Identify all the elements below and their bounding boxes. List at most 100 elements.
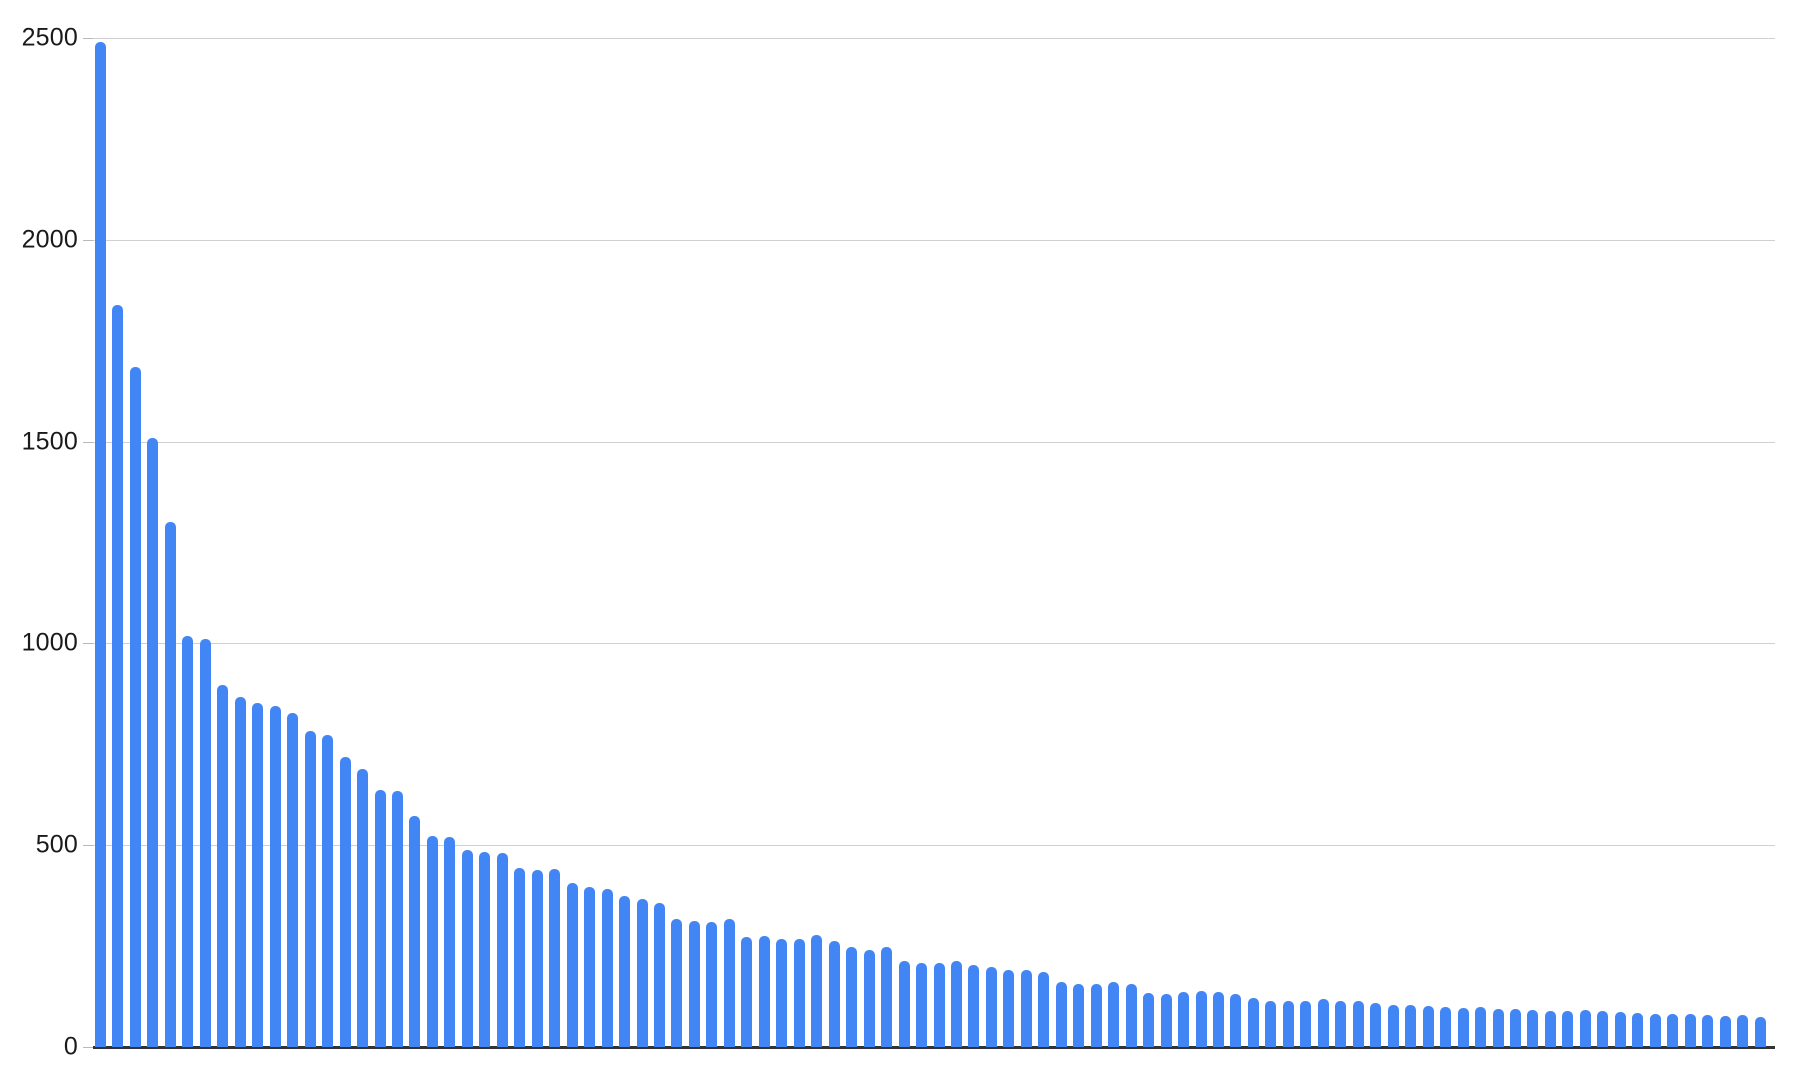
bar[interactable]	[496, 853, 508, 1047]
bar[interactable]	[758, 936, 770, 1047]
bar[interactable]	[1754, 1017, 1766, 1047]
bar[interactable]	[217, 684, 229, 1047]
bar[interactable]	[654, 902, 665, 1047]
bar[interactable]	[199, 638, 211, 1047]
bar[interactable]	[129, 366, 141, 1047]
bar[interactable]	[1562, 1010, 1574, 1047]
bar[interactable]	[1108, 982, 1120, 1047]
bar[interactable]	[776, 938, 788, 1047]
bar[interactable]	[374, 789, 386, 1047]
bar[interactable]	[1457, 1007, 1469, 1047]
bar[interactable]	[985, 967, 997, 1047]
bar[interactable]	[1614, 1011, 1626, 1047]
bar[interactable]	[1195, 991, 1207, 1047]
bar[interactable]	[549, 869, 561, 1047]
bar[interactable]	[1719, 1015, 1731, 1047]
bar[interactable]	[706, 922, 718, 1047]
bar[interactable]	[968, 965, 980, 1047]
bar[interactable]	[444, 836, 456, 1047]
bar[interactable]	[916, 963, 928, 1047]
bar[interactable]	[688, 921, 700, 1047]
bar[interactable]	[950, 961, 962, 1047]
bar[interactable]	[164, 521, 176, 1047]
bar[interactable]	[1178, 992, 1190, 1047]
bar[interactable]	[898, 961, 910, 1047]
bar[interactable]	[1352, 1000, 1364, 1047]
bar[interactable]	[531, 870, 543, 1047]
bar[interactable]	[1055, 982, 1067, 1047]
bar[interactable]	[846, 946, 858, 1047]
bar[interactable]	[426, 835, 438, 1047]
bar[interactable]	[933, 963, 945, 1047]
bar[interactable]	[1213, 992, 1224, 1047]
bar[interactable]	[1300, 1000, 1312, 1047]
bar[interactable]	[1020, 969, 1032, 1047]
bar[interactable]	[1544, 1010, 1556, 1047]
bar[interactable]	[112, 305, 124, 1047]
bar[interactable]	[1370, 1003, 1382, 1047]
bar[interactable]	[584, 887, 596, 1047]
bar[interactable]	[1422, 1005, 1434, 1047]
bar[interactable]	[1632, 1013, 1644, 1047]
bar[interactable]	[741, 937, 753, 1047]
bar[interactable]	[1475, 1007, 1487, 1047]
bar[interactable]	[863, 950, 875, 1047]
bar[interactable]	[339, 757, 351, 1047]
bar[interactable]	[1702, 1014, 1714, 1047]
bar[interactable]	[1387, 1005, 1399, 1047]
bar[interactable]	[1282, 1000, 1294, 1047]
bar[interactable]	[1649, 1013, 1661, 1047]
bar[interactable]	[1335, 1001, 1347, 1047]
bar[interactable]	[182, 636, 194, 1047]
bar[interactable]	[234, 696, 246, 1047]
bar[interactable]	[95, 42, 106, 1047]
bar[interactable]	[1125, 984, 1137, 1047]
bar[interactable]	[1143, 993, 1155, 1047]
bar[interactable]	[1405, 1004, 1417, 1047]
bar[interactable]	[322, 735, 334, 1047]
bar[interactable]	[391, 791, 403, 1047]
bar[interactable]	[304, 731, 316, 1047]
bar[interactable]	[1737, 1014, 1749, 1047]
bar[interactable]	[1073, 983, 1085, 1047]
bar[interactable]	[269, 705, 281, 1047]
bar[interactable]	[1090, 984, 1102, 1047]
bar[interactable]	[252, 703, 264, 1047]
bar[interactable]	[479, 852, 491, 1047]
bar[interactable]	[1038, 971, 1050, 1047]
bar[interactable]	[1527, 1009, 1539, 1047]
bar[interactable]	[1684, 1014, 1696, 1047]
bar[interactable]	[1317, 999, 1329, 1047]
gridline	[93, 441, 1775, 443]
bar[interactable]	[1003, 969, 1015, 1047]
bar[interactable]	[601, 888, 613, 1047]
bar[interactable]	[409, 815, 421, 1047]
bar[interactable]	[1579, 1010, 1591, 1047]
bar[interactable]	[287, 712, 299, 1047]
y-axis-tick-mark	[83, 239, 93, 241]
bar[interactable]	[357, 769, 369, 1047]
bar[interactable]	[1667, 1013, 1679, 1047]
bar[interactable]	[1247, 997, 1259, 1047]
bar[interactable]	[828, 941, 840, 1047]
bar[interactable]	[514, 868, 526, 1047]
bar[interactable]	[1597, 1011, 1609, 1047]
bar[interactable]	[461, 849, 473, 1047]
bar[interactable]	[636, 899, 648, 1047]
bar[interactable]	[566, 882, 578, 1047]
bar[interactable]	[1440, 1006, 1452, 1047]
bar[interactable]	[671, 919, 683, 1047]
bar[interactable]	[881, 947, 893, 1047]
bar[interactable]	[723, 919, 735, 1047]
bar[interactable]	[1265, 1001, 1277, 1047]
bar[interactable]	[147, 438, 159, 1047]
bar[interactable]	[619, 895, 631, 1047]
bar[interactable]	[1160, 993, 1172, 1047]
bar[interactable]	[793, 938, 805, 1047]
y-axis-tick-mark	[83, 643, 93, 645]
bar[interactable]	[811, 935, 823, 1047]
bar[interactable]	[1509, 1009, 1521, 1047]
bar[interactable]	[1492, 1008, 1504, 1047]
y-axis-tick-mark	[83, 845, 93, 847]
bar[interactable]	[1230, 994, 1242, 1047]
